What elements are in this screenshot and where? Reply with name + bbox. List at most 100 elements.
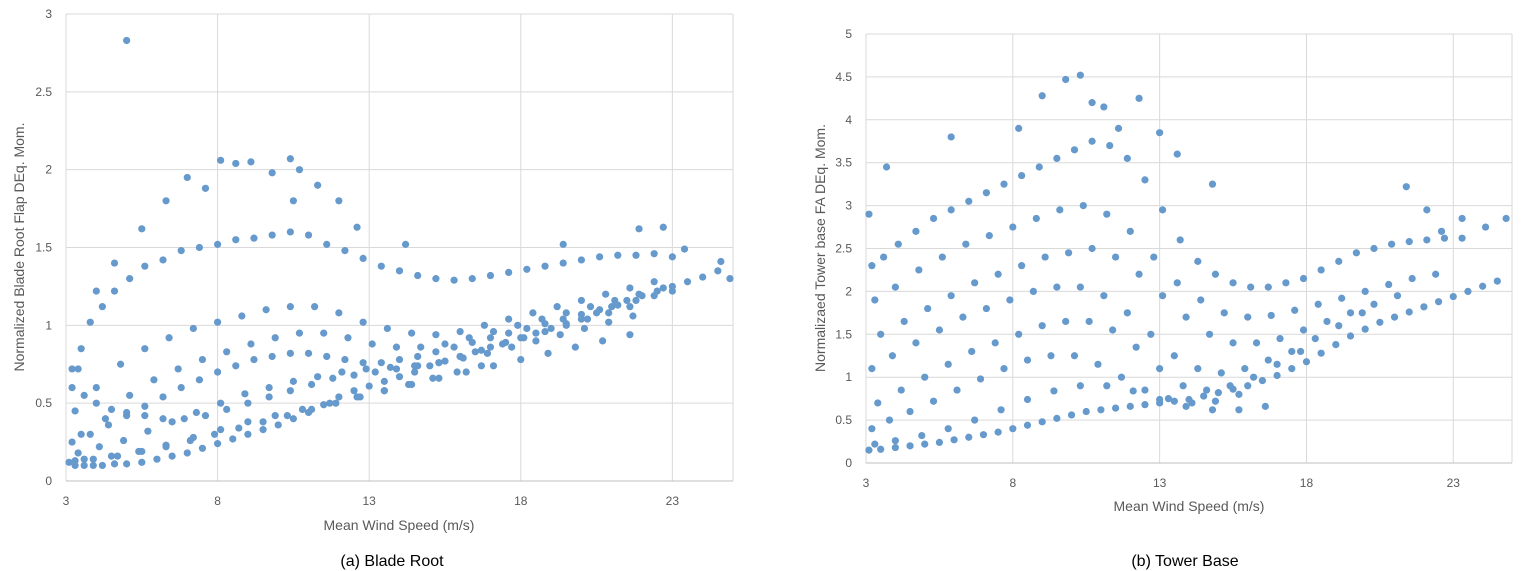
scatter-point <box>1208 180 1217 188</box>
scatter-point <box>1076 283 1084 291</box>
scatter-point <box>650 292 658 300</box>
scatter-point <box>1205 330 1214 338</box>
scatter-point <box>514 321 522 329</box>
scatter-point <box>141 402 149 410</box>
scatter-point <box>1194 365 1202 373</box>
scatter-point <box>1158 206 1167 214</box>
scatter-point <box>116 360 125 368</box>
scatter-point <box>289 197 297 205</box>
scatter-point <box>217 399 225 407</box>
scatter-point <box>341 355 349 364</box>
scatter-point <box>89 461 97 470</box>
scatter-point <box>408 329 416 337</box>
scatter-point <box>453 368 461 376</box>
scatter-point <box>635 225 643 233</box>
scatter-point <box>865 446 873 454</box>
scatter-point <box>577 296 586 305</box>
scatter-point <box>1258 377 1267 385</box>
scatter-point <box>435 374 443 382</box>
scatter-point <box>1335 322 1343 330</box>
scatter-point <box>183 173 191 182</box>
scatter-point <box>1493 277 1501 285</box>
scatter-point <box>553 303 561 311</box>
scatter-point <box>602 290 610 298</box>
scatter-point <box>323 240 331 248</box>
scatter-point <box>626 331 634 339</box>
scatter-point <box>98 461 106 470</box>
scatter-point <box>871 440 879 448</box>
scatter-point <box>894 240 902 248</box>
scatter-point <box>159 415 167 423</box>
scatter-point <box>1244 313 1252 321</box>
scatter-point <box>532 329 540 337</box>
scatter-point <box>1109 326 1117 334</box>
scatter-point <box>1211 397 1220 405</box>
scatter-point <box>471 348 479 356</box>
scatter-point <box>505 315 513 323</box>
scatter-point <box>1035 163 1043 171</box>
scatter-point <box>101 415 110 423</box>
scatter-point <box>1088 137 1096 145</box>
scatter-point <box>1018 262 1026 270</box>
y-tick-label: 2.5 <box>835 242 852 256</box>
scatter-point <box>888 352 897 360</box>
scatter-point <box>1088 244 1096 253</box>
scatter-point <box>477 362 485 370</box>
tick-labels: 0 0.5 1 1.5 2 2.5 3 3 8 13 18 23 <box>35 7 679 508</box>
scatter-point <box>295 329 304 337</box>
scatter-point <box>1111 404 1120 412</box>
scatter-point <box>1038 322 1046 330</box>
scatter-point <box>523 324 531 333</box>
scatter-point <box>1053 414 1061 422</box>
y-tick-label: 4.5 <box>835 70 852 84</box>
scatter-point <box>1053 283 1061 291</box>
scatter-point <box>1458 214 1466 223</box>
scatter-point <box>153 455 161 463</box>
scatter-point <box>1176 236 1184 244</box>
scatter-point <box>210 430 219 438</box>
scatter-point <box>614 301 622 309</box>
scatter-point <box>997 406 1005 414</box>
scatter-point <box>1023 395 1032 404</box>
scatter-point <box>1250 373 1258 381</box>
scatter-point <box>1117 373 1126 381</box>
scatter-point <box>1299 274 1308 283</box>
scatter-point <box>921 373 929 381</box>
gridlines <box>65 13 734 482</box>
scatter-point <box>717 257 725 266</box>
scatter-point <box>141 262 149 270</box>
scatter-point <box>1000 365 1008 373</box>
scatter-point <box>976 375 985 383</box>
scatter-point <box>547 324 555 333</box>
scatter-point <box>1208 406 1217 414</box>
scatter-point <box>159 256 167 264</box>
scatter-point <box>426 362 434 370</box>
scatter-point <box>1009 425 1017 433</box>
scatter-point <box>1170 352 1178 360</box>
scatter-point <box>1056 206 1064 214</box>
scatter-point <box>1302 358 1311 366</box>
scatter-point <box>1141 386 1149 394</box>
scatter-point <box>906 442 914 450</box>
scatter-point <box>107 452 116 460</box>
scatter-point <box>177 247 185 255</box>
scatter-point <box>1023 356 1032 364</box>
scatter-point <box>1229 279 1237 287</box>
scatter-point <box>271 412 279 420</box>
scatter-point <box>414 352 422 361</box>
scatter-point <box>605 309 613 317</box>
scatter-point <box>544 349 552 357</box>
scatter-point <box>520 334 528 342</box>
scatter-point <box>468 338 476 347</box>
scatter-point <box>1097 406 1105 414</box>
scatter-point <box>110 287 119 295</box>
scatter-point <box>891 443 899 452</box>
scatter-point <box>183 449 191 457</box>
scatter-point <box>921 440 929 448</box>
scatter-point <box>120 436 128 445</box>
scatter-point <box>1235 406 1243 414</box>
scatter-point <box>929 214 938 223</box>
scatter-point <box>1390 313 1399 321</box>
scatter-point <box>162 443 170 451</box>
scatter-point <box>283 412 291 420</box>
